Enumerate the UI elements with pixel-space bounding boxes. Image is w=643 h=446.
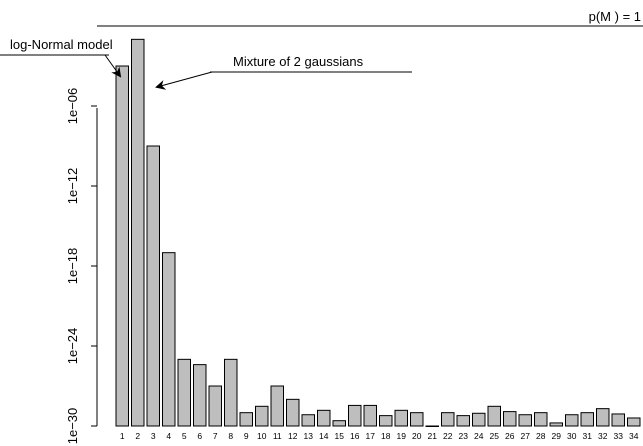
x-tick-label: 7 (213, 431, 218, 441)
bar-30 (565, 414, 579, 427)
bars (115, 38, 641, 427)
bar-19 (394, 409, 408, 427)
x-tick-label: 11 (273, 431, 282, 441)
bar-24 (472, 412, 486, 427)
x-tick-label: 13 (304, 431, 314, 441)
x-tick-label: 32 (598, 431, 608, 441)
y-axis: 1e−30 1e−24 1e−18 1e−12 1e−06 (65, 88, 98, 445)
bar-29 (549, 422, 563, 427)
x-tick-label: 19 (397, 431, 407, 441)
x-tick-label: 15 (335, 431, 345, 441)
x-tick-label: 26 (505, 431, 515, 441)
bar-2 (131, 38, 145, 427)
x-tick-label: 2 (135, 431, 140, 441)
x-tick-label: 12 (288, 431, 298, 441)
x-tick-label: 16 (350, 431, 360, 441)
annotation-mixture: Mixture of 2 gaussians (155, 54, 412, 90)
x-tick-label: 20 (412, 431, 422, 441)
y-tick-label: 1e−24 (65, 328, 80, 365)
bar-8 (224, 358, 238, 427)
bar-10 (255, 405, 269, 427)
bar-16 (348, 404, 362, 427)
bar-1 (115, 65, 129, 427)
bar-21 (425, 425, 439, 427)
x-tick-label: 18 (381, 431, 391, 441)
x-tick-label: 31 (583, 431, 593, 441)
reference-line-group: p(M ) = 1 (97, 9, 643, 27)
bar-13 (301, 414, 315, 427)
bar-34 (627, 417, 641, 427)
annotation-mixture-text: Mixture of 2 gaussians (233, 54, 364, 69)
bar-7 (208, 385, 222, 427)
annotation-mixture-arrow (155, 71, 213, 90)
x-tick-label: 8 (228, 431, 233, 441)
x-tick-label: 30 (567, 431, 577, 441)
bar-28 (534, 412, 548, 427)
x-tick-label: 1 (120, 431, 125, 441)
annotation-lognormal-arrow (104, 54, 122, 78)
bar-17 (363, 404, 377, 427)
bar-20 (410, 412, 424, 427)
x-tick-labels: 1 2 3 4 5 6 7 8 9 10 11 12 13 14 15 16 17 18 19 20 21 22 23 24 2… (120, 431, 639, 441)
bar-6 (193, 364, 207, 427)
x-tick-label: 10 (257, 431, 267, 441)
x-tick-label: 9 (244, 431, 249, 441)
bar-22 (441, 412, 455, 427)
x-tick-label: 23 (459, 431, 469, 441)
x-tick-label: 28 (536, 431, 546, 441)
x-tick-label: 29 (552, 431, 562, 441)
bar-11 (270, 385, 284, 427)
bar-12 (286, 398, 300, 427)
annotation-lognormal: log-Normal model (0, 37, 122, 78)
x-tick-label: 21 (428, 431, 438, 441)
x-tick-label: 24 (474, 431, 484, 441)
x-tick-label: 3 (151, 431, 156, 441)
x-tick-label: 6 (197, 431, 202, 441)
bar-15 (332, 420, 346, 427)
bar-31 (580, 412, 594, 427)
x-tick-label: 33 (614, 431, 624, 441)
bar-25 (487, 405, 501, 427)
x-tick-label: 14 (319, 431, 329, 441)
x-tick-label: 22 (443, 431, 453, 441)
x-tick-label: 5 (182, 431, 187, 441)
y-tick-label: 1e−12 (65, 168, 80, 205)
x-tick-label: 4 (166, 431, 171, 441)
y-tick-label: 1e−18 (65, 248, 80, 285)
x-tick-label: 17 (366, 431, 376, 441)
bar-3 (146, 145, 160, 427)
x-tick-label: 27 (521, 431, 531, 441)
bar-23 (456, 415, 470, 427)
bar-5 (177, 358, 191, 427)
x-tick-label: 25 (490, 431, 500, 441)
bar-4 (162, 252, 176, 427)
bar-9 (239, 412, 253, 427)
bar-26 (503, 411, 517, 427)
bar-18 (379, 415, 393, 427)
bar-14 (317, 409, 331, 427)
x-tick-label: 34 (629, 431, 639, 441)
bar-32 (596, 408, 610, 427)
reference-line-label: p(M ) = 1 (589, 9, 641, 24)
y-tick-label: 1e−06 (65, 88, 80, 125)
annotation-lognormal-text: log-Normal model (10, 37, 113, 52)
bar-33 (611, 413, 625, 427)
bar-27 (518, 414, 532, 427)
y-tick-label: 1e−30 (65, 408, 80, 445)
